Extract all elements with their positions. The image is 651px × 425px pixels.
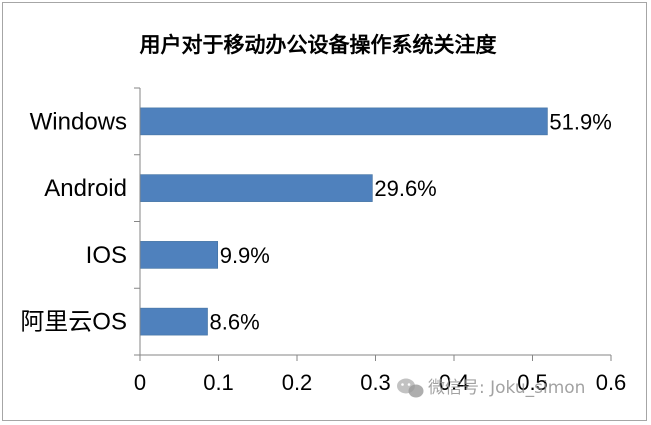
category-label-0: Windows: [30, 108, 127, 135]
data-label-3: 8.6%: [210, 310, 260, 335]
data-label-2: 9.9%: [220, 243, 270, 268]
chart-frame: [2, 2, 647, 421]
x-tick-label-2: 0.2: [282, 370, 313, 395]
bar-1: [139, 174, 373, 202]
bar-2: [139, 241, 219, 269]
category-label-2: IOS: [86, 242, 127, 269]
x-tick-label-6: 0.6: [596, 370, 627, 395]
x-tick-label-1: 0.1: [203, 370, 234, 395]
x-tick-label-3: 0.3: [360, 370, 391, 395]
watermark-text: 微信号: Joku_simon: [428, 378, 585, 398]
wechat-icon: [397, 378, 424, 398]
bar-0: [139, 107, 548, 136]
bar-3: [139, 307, 208, 336]
x-tick-label-0: 0: [134, 370, 146, 395]
x-tick-label-5: 0.5: [517, 370, 548, 395]
x-tick-label-4: 0.4: [439, 370, 470, 395]
data-label-0: 51.9%: [549, 109, 611, 134]
category-label-3: 阿里云OS: [20, 309, 127, 336]
chart-title: 用户对于移动办公设备操作系统关注度: [140, 32, 497, 57]
watermark: 微信号: Joku_simon: [397, 378, 585, 398]
category-label-1: Android: [44, 175, 127, 202]
data-label-1: 29.6%: [374, 176, 436, 201]
